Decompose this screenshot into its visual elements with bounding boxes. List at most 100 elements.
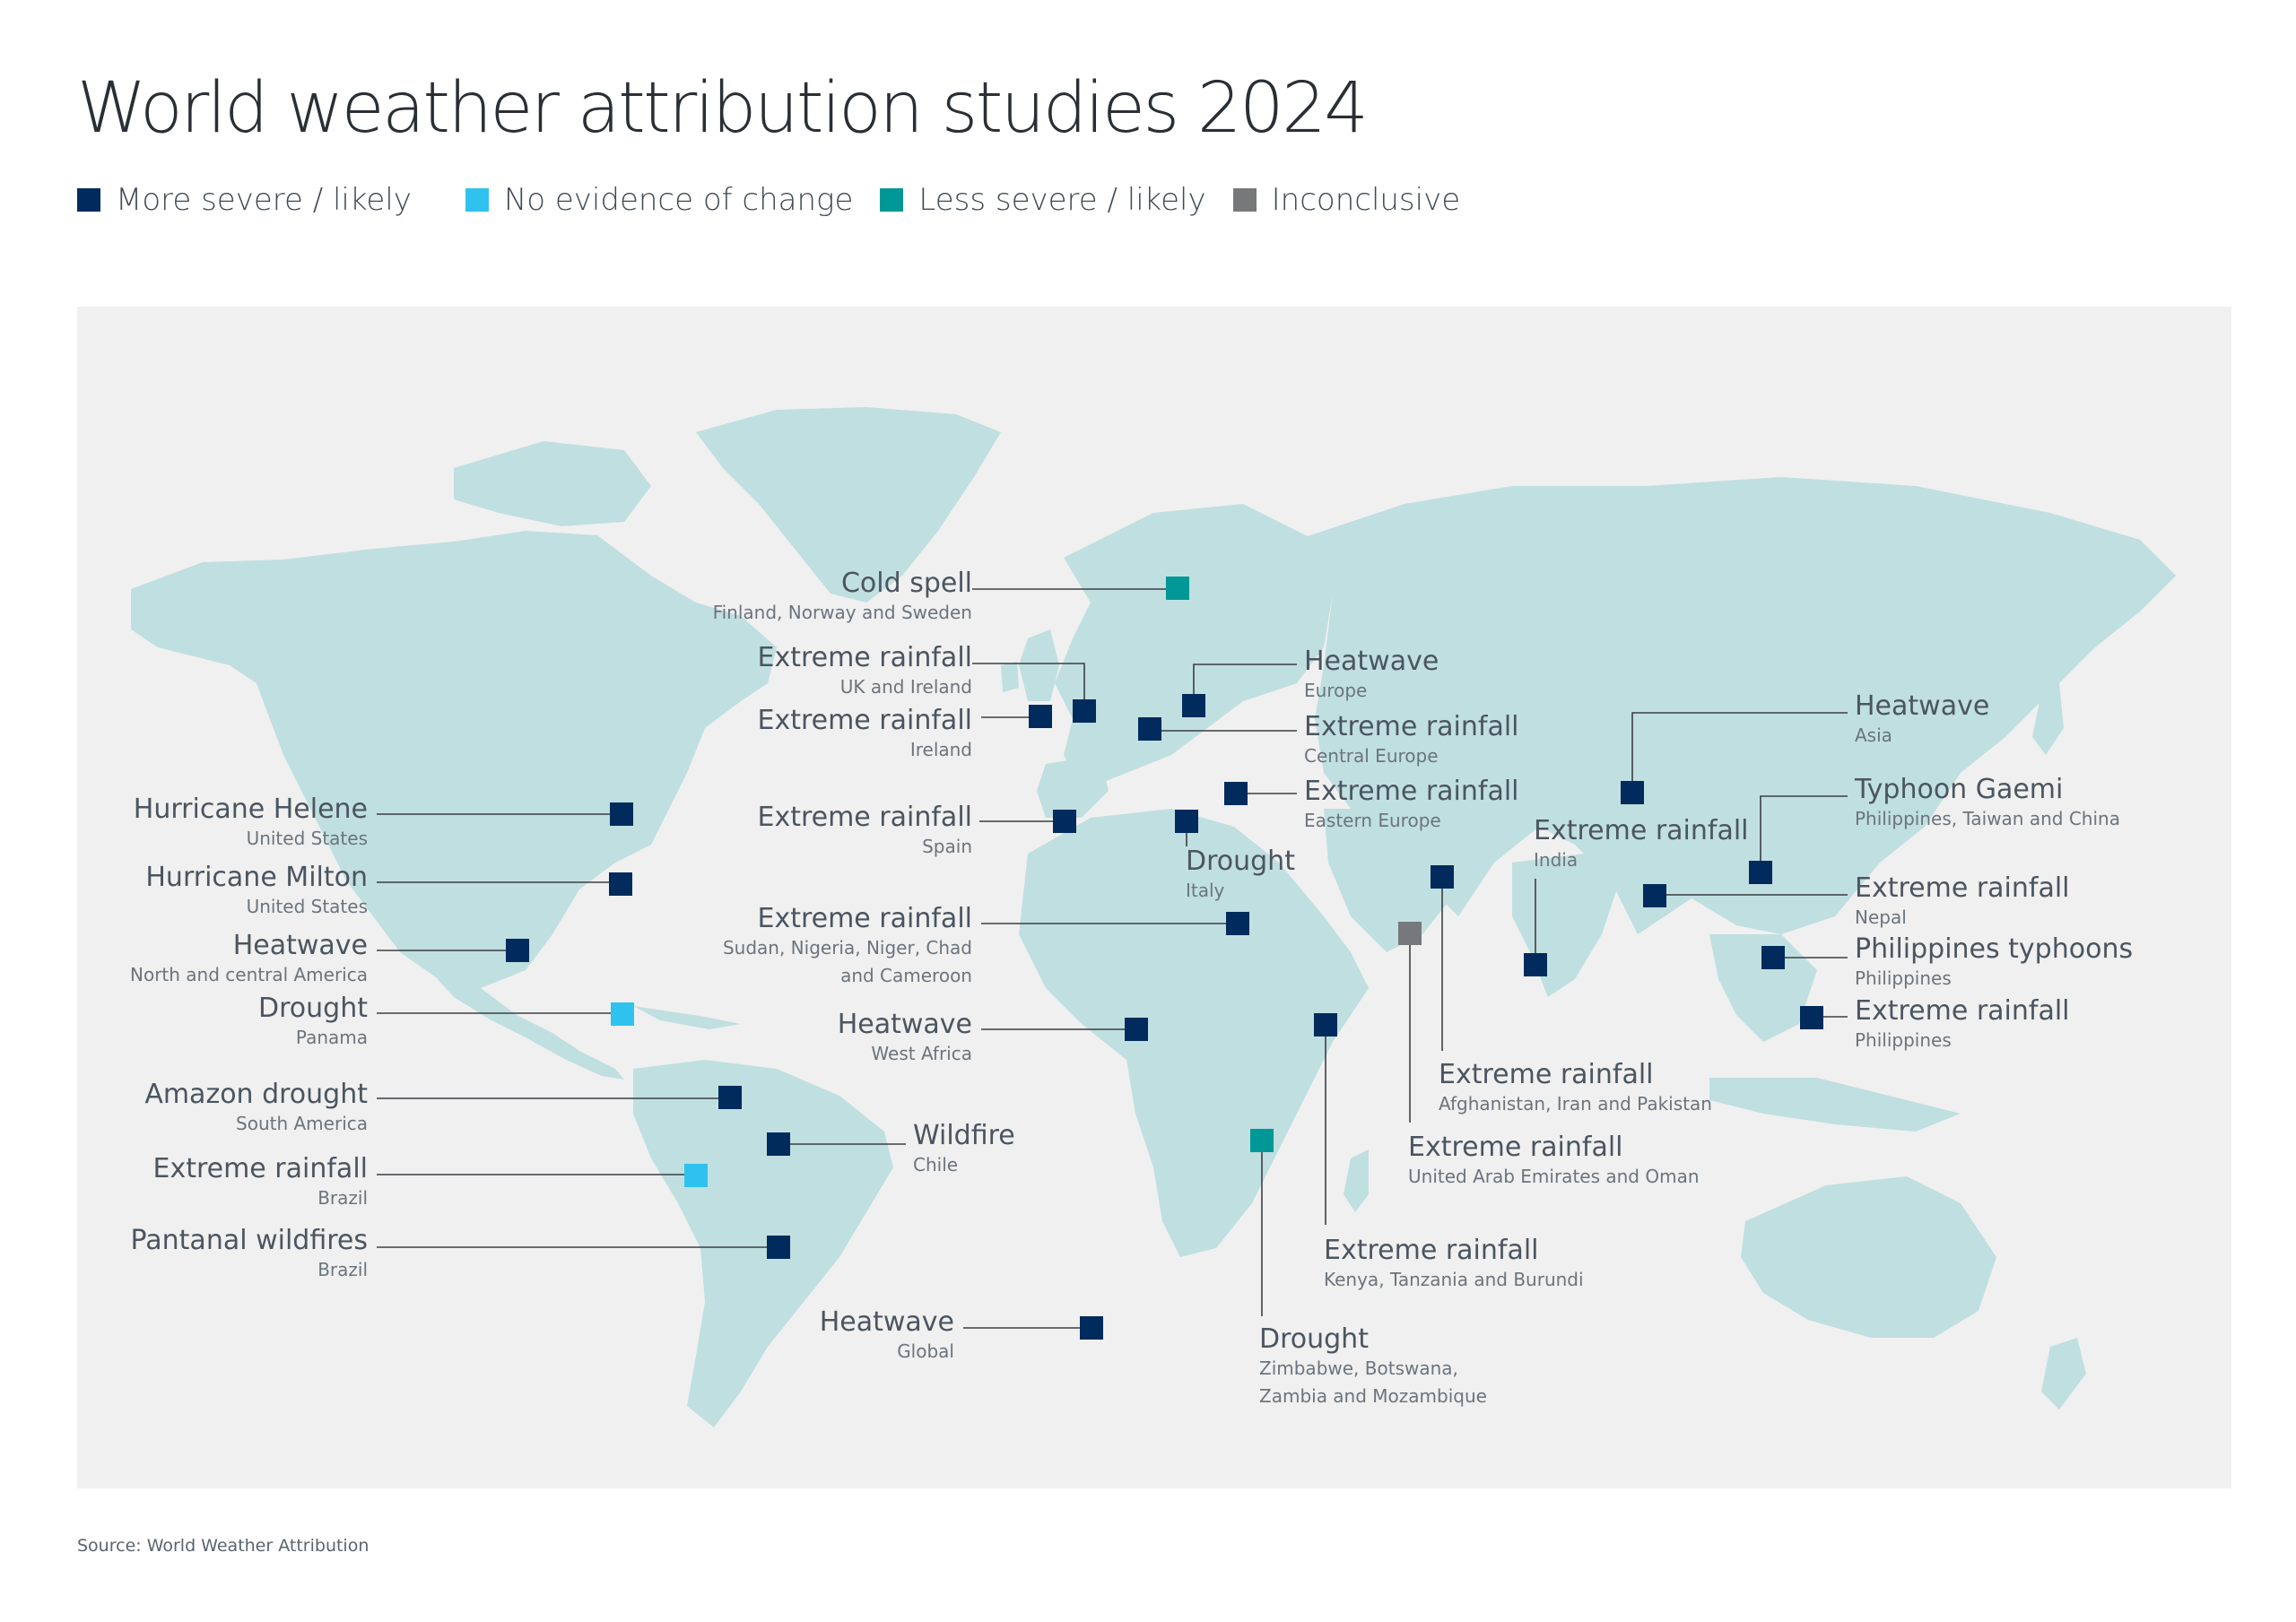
leader-lines xyxy=(377,588,1848,1329)
event-region: United States xyxy=(247,828,368,849)
event-title: Extreme rainfall xyxy=(757,802,972,833)
event-marker[interactable] xyxy=(1125,1018,1148,1041)
event-title: Extreme rainfall xyxy=(152,1153,368,1184)
landmass-canada-islands xyxy=(454,441,651,526)
page-title: World weather attribution studies 2024 xyxy=(77,68,1369,149)
source-note: Source: World Weather Attribution xyxy=(77,1536,370,1556)
event-title: Extreme rainfall xyxy=(757,642,972,673)
landmass-new-zealand xyxy=(2041,1338,2086,1409)
event-region: Ireland xyxy=(910,739,972,760)
event-region: North and central America xyxy=(130,964,368,985)
event-marker[interactable] xyxy=(684,1164,708,1187)
landmass-africa xyxy=(1019,809,1369,1257)
event-region: West Africa xyxy=(871,1043,972,1064)
event-markers xyxy=(506,577,1823,1340)
event-marker[interactable] xyxy=(610,802,633,826)
landmass-south-america xyxy=(633,1060,893,1427)
event-marker[interactable] xyxy=(767,1236,790,1259)
event-marker[interactable] xyxy=(1431,865,1454,889)
event-title: Drought xyxy=(1259,1323,1369,1355)
leader-line xyxy=(972,663,1085,699)
event-title: Wildfire xyxy=(913,1120,1015,1151)
event-title: Extreme rainfall xyxy=(757,903,972,934)
landmass-japan xyxy=(2032,683,2064,755)
event-region: Spain xyxy=(922,836,972,857)
event-region: Zambia and Mozambique xyxy=(1259,1385,1487,1407)
event-marker[interactable] xyxy=(1524,953,1547,976)
event-marker[interactable] xyxy=(1166,577,1189,600)
event-title: Extreme rainfall xyxy=(1439,1059,1654,1090)
event-region: United States xyxy=(247,896,368,917)
event-region: Afghanistan, Iran and Pakistan xyxy=(1439,1093,1712,1115)
event-title: Extreme rainfall xyxy=(1304,776,1519,807)
event-region: Zimbabwe, Botswana, xyxy=(1259,1357,1458,1379)
event-title: Heatwave xyxy=(1304,646,1439,677)
event-marker[interactable] xyxy=(506,939,529,962)
event-title: Philippines typhoons xyxy=(1855,933,2133,965)
map-panel: Cold spell Finland, Norway and Sweden Extr… xyxy=(77,307,2231,1488)
legend-swatch-more xyxy=(77,188,100,212)
event-marker[interactable] xyxy=(767,1132,790,1156)
landmass-madagascar xyxy=(1344,1149,1369,1212)
legend-item-no-change: No evidence of change xyxy=(465,182,854,218)
landmass-uk xyxy=(1019,629,1059,701)
event-title: Drought xyxy=(258,993,368,1024)
event-region: Finland, Norway and Sweden xyxy=(713,602,972,623)
event-marker[interactable] xyxy=(1224,782,1248,805)
legend-item-inconclusive: Inconclusive xyxy=(1232,182,1461,218)
legend-label: Inconclusive xyxy=(1271,182,1461,218)
legend: More severe / likely No evidence of chan… xyxy=(77,182,1487,218)
event-region: Italy xyxy=(1186,880,1225,901)
event-marker[interactable] xyxy=(611,1002,634,1026)
event-marker[interactable] xyxy=(1080,1316,1103,1340)
event-marker[interactable] xyxy=(1029,705,1052,728)
event-marker[interactable] xyxy=(1250,1129,1274,1152)
landmass-ireland xyxy=(1001,662,1019,692)
legend-item-less: Less severe / likely xyxy=(880,182,1206,218)
event-marker[interactable] xyxy=(1398,922,1422,945)
landmass-iberia xyxy=(1037,755,1109,818)
event-title: Heatwave xyxy=(1855,690,1989,722)
event-marker[interactable] xyxy=(1182,694,1205,717)
landmass-asia xyxy=(1297,477,2176,934)
event-title: Heatwave xyxy=(233,930,368,961)
event-region: South America xyxy=(236,1113,368,1134)
landmass-europe xyxy=(1055,504,1333,791)
landmass-indonesia xyxy=(1709,1078,1961,1132)
event-title: Heatwave xyxy=(838,1009,972,1040)
event-title: Extreme rainfall xyxy=(1304,711,1519,742)
event-title: Hurricane Helene xyxy=(134,794,368,825)
leader-line xyxy=(1631,712,1848,781)
event-region: Central Europe xyxy=(1304,745,1439,767)
event-region: Nepal xyxy=(1855,906,1907,928)
event-marker[interactable] xyxy=(1073,699,1096,723)
event-marker[interactable] xyxy=(1643,884,1666,907)
landmass-southeast-asia xyxy=(1709,934,1817,1042)
legend-swatch-no-change xyxy=(465,188,489,212)
event-marker[interactable] xyxy=(1621,781,1644,804)
legend-label: No evidence of change xyxy=(503,182,854,218)
event-region: Panama xyxy=(296,1027,368,1048)
leader-line xyxy=(1760,795,1848,861)
leader-line xyxy=(1193,664,1297,694)
event-region: UK and Ireland xyxy=(840,676,972,698)
landmass-arabia xyxy=(1324,809,1458,952)
event-region: Chile xyxy=(913,1154,958,1175)
event-marker[interactable] xyxy=(1175,810,1198,833)
event-marker[interactable] xyxy=(1138,717,1161,741)
event-title: Cold spell xyxy=(841,568,972,599)
event-marker[interactable] xyxy=(1226,912,1249,935)
landmass-caribbean xyxy=(633,1006,741,1029)
event-marker[interactable] xyxy=(718,1086,742,1109)
event-marker[interactable] xyxy=(1314,1013,1337,1037)
event-marker[interactable] xyxy=(609,872,632,896)
event-marker[interactable] xyxy=(1053,810,1076,833)
event-marker[interactable] xyxy=(1800,1006,1823,1029)
event-title: Heatwave xyxy=(820,1306,954,1338)
event-marker[interactable] xyxy=(1749,861,1772,884)
event-region: Europe xyxy=(1304,680,1367,701)
event-region: Philippines, Taiwan and China xyxy=(1855,808,2120,829)
event-marker[interactable] xyxy=(1761,946,1785,969)
landmass-north-america xyxy=(131,531,777,988)
event-region: Brazil xyxy=(317,1259,368,1280)
